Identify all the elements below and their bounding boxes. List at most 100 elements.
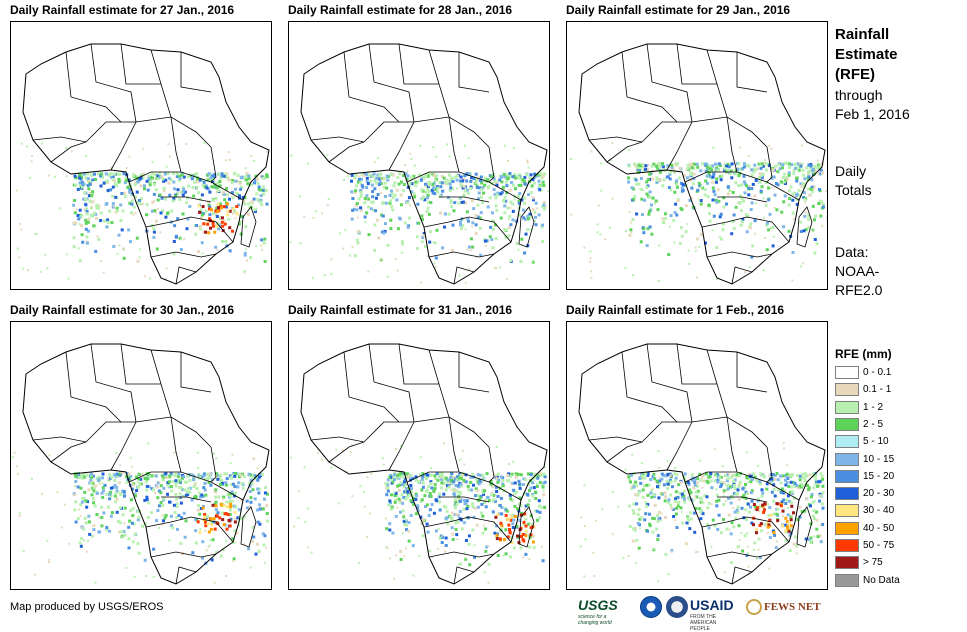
rain-cell <box>30 477 33 480</box>
rain-cell <box>216 185 220 189</box>
rain-cell <box>638 477 642 481</box>
rain-cell <box>452 480 456 484</box>
rain-cell <box>208 190 212 194</box>
rain-cell <box>744 490 748 494</box>
rain-cell <box>445 509 449 513</box>
rain-cell <box>404 483 408 487</box>
rain-cell <box>634 178 638 182</box>
rain-cell <box>196 178 200 182</box>
rain-cell <box>419 515 423 519</box>
rain-cell-heavy <box>213 230 217 234</box>
rain-cell <box>792 218 795 221</box>
rain-cell <box>473 555 476 559</box>
rain-cell <box>84 197 88 201</box>
rain-cell <box>510 483 513 486</box>
rain-cell <box>416 202 420 206</box>
rain-cell <box>164 513 168 517</box>
side-title: Rainfall Estimate (RFE) <box>835 26 898 83</box>
rain-cell <box>821 523 825 526</box>
rain-cell <box>692 177 696 181</box>
rain-cell <box>803 479 807 483</box>
rain-cell <box>213 489 217 493</box>
rain-cell <box>236 485 240 489</box>
rain-cell <box>817 173 820 175</box>
rain-cell <box>681 183 685 187</box>
rain-cell <box>642 472 646 476</box>
rain-cell <box>438 492 441 496</box>
rain-cell <box>648 195 652 199</box>
rain-cell <box>85 550 88 553</box>
rain-cell <box>231 453 234 456</box>
rain-cell <box>750 173 754 177</box>
rain-cell <box>395 188 399 192</box>
rain-cell <box>725 479 729 483</box>
legend-label: 50 - 75 <box>863 540 895 551</box>
rain-cell <box>228 499 232 503</box>
rain-cell <box>395 554 398 557</box>
rain-cell <box>432 241 435 243</box>
rain-cell <box>484 549 488 553</box>
rain-cell <box>690 186 694 190</box>
rain-cell <box>492 188 496 192</box>
rain-cell <box>748 226 752 230</box>
rain-cell <box>518 518 522 522</box>
rain-cell <box>365 211 369 215</box>
rain-cell <box>109 490 113 494</box>
rain-cell <box>18 514 21 517</box>
rain-cell <box>629 228 633 232</box>
rain-cell <box>162 186 166 190</box>
rain-cell <box>743 534 747 538</box>
country-border <box>588 416 768 448</box>
rain-cell <box>745 184 749 188</box>
rain-cell <box>175 175 179 178</box>
rain-cell <box>691 499 695 503</box>
rain-cell <box>716 188 720 192</box>
rain-cell <box>748 477 752 481</box>
rain-cell <box>139 184 143 188</box>
rain-cell <box>327 198 330 200</box>
rain-cell <box>809 504 812 508</box>
rain-cell <box>538 480 542 484</box>
rain-cell <box>673 190 677 194</box>
rain-cell <box>487 499 491 503</box>
rain-cell <box>249 566 252 569</box>
rain-cell <box>156 496 160 500</box>
rain-cell <box>138 483 142 486</box>
rain-cell <box>664 516 668 519</box>
rain-cell <box>106 188 110 192</box>
rain-cell <box>388 528 392 532</box>
rain-cell <box>710 503 713 506</box>
rain-cell <box>509 207 512 209</box>
rain-cell <box>783 489 787 493</box>
rain-cell <box>473 544 476 547</box>
rain-cell <box>529 486 533 490</box>
rain-cell <box>730 176 734 180</box>
rain-cell <box>178 174 181 178</box>
rain-cell <box>644 167 648 171</box>
rain-cell <box>187 184 191 188</box>
rain-cell <box>232 541 236 545</box>
rain-cell <box>213 581 216 584</box>
rain-cell <box>776 170 780 174</box>
rain-cell <box>299 242 302 245</box>
rain-cell <box>487 185 491 189</box>
rain-cell <box>743 182 747 186</box>
rain-cell <box>180 190 183 194</box>
rain-cell <box>402 480 406 484</box>
rain-cell <box>107 505 110 509</box>
rain-cell <box>661 184 665 188</box>
rain-cell <box>450 488 453 491</box>
rain-cell <box>251 526 255 529</box>
rain-cell <box>503 227 506 231</box>
rain-cell-heavy <box>229 502 232 506</box>
rain-cell-heavy <box>787 529 791 533</box>
rain-cell <box>145 179 149 183</box>
rain-cell <box>389 218 393 222</box>
rain-cell <box>369 207 373 211</box>
rain-cell <box>422 480 425 483</box>
rain-cell <box>768 479 772 483</box>
rain-cell <box>717 473 721 477</box>
rain-cell <box>601 508 604 511</box>
rain-cell <box>105 526 109 529</box>
rain-cell <box>222 174 226 178</box>
